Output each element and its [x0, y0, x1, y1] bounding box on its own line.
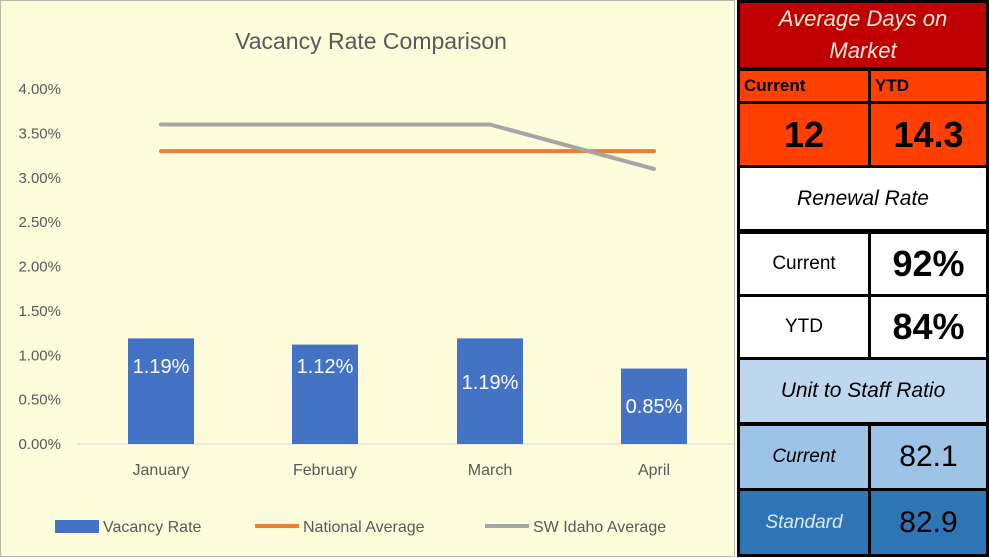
renewal-title: Renewal Rate	[740, 168, 986, 229]
staff-ratio-title: Unit to Staff Ratio	[740, 360, 986, 422]
legend-label: Vacancy Rate	[103, 519, 202, 536]
y-tick-label: 3.00%	[18, 170, 61, 187]
staff-current-label: Current	[740, 426, 868, 488]
legend-swatch	[55, 520, 99, 533]
vacancy-chart: Vacancy Rate Comparison 0.00% 0.50% 1.00% 1…	[18, 28, 736, 536]
y-tick-label: 4.00%	[18, 81, 61, 98]
bar-data-label: 1.19%	[133, 356, 190, 378]
vacancy-bar	[621, 368, 687, 444]
staff-standard-label: Standard	[740, 491, 868, 554]
staff-current-value: 82.1	[871, 426, 986, 488]
bar-data-label: 1.12%	[297, 356, 354, 378]
x-category-label: January	[133, 462, 190, 479]
kpi-panel: Average Days on Market Current YTD 12 14…	[737, 0, 989, 557]
y-tick-label: 2.00%	[18, 259, 61, 276]
staff-standard-value: 82.9	[871, 491, 986, 554]
days-on-market-title: Average Days on Market	[740, 3, 986, 67]
chart-area: Vacancy Rate Comparison 0.00% 0.50% 1.00% 1…	[0, 0, 736, 557]
vacancy-bar	[457, 338, 523, 444]
y-tick-label: 1.50%	[18, 303, 61, 320]
renewal-current-label: Current	[740, 234, 868, 294]
vacancy-bar	[128, 338, 194, 444]
renewal-current-value: 92%	[871, 234, 986, 294]
y-tick-label: 0.50%	[18, 392, 61, 409]
legend-label: SW Idaho Average	[533, 519, 666, 536]
sw-idaho-average-line	[159, 122, 656, 171]
y-tick-label: 3.50%	[18, 125, 61, 142]
legend-label: National Average	[303, 519, 425, 536]
days-ytd-value: 14.3	[871, 104, 986, 165]
chart-title: Vacancy Rate Comparison	[235, 28, 507, 54]
y-tick-label: 0.00%	[18, 436, 61, 453]
bar-data-label: 0.85%	[626, 396, 683, 418]
x-category-label: March	[468, 462, 512, 479]
x-category-label: April	[638, 462, 670, 479]
days-current-value: 12	[740, 104, 868, 165]
legend: Vacancy Rate National Average SW Idaho Ave…	[55, 519, 666, 536]
renewal-ytd-label: YTD	[740, 297, 868, 357]
y-tick-label: 2.50%	[18, 214, 61, 231]
days-current-label: Current	[740, 71, 868, 101]
vacancy-bar	[292, 344, 358, 444]
renewal-ytd-value: 84%	[871, 297, 986, 357]
x-category-label: February	[293, 462, 357, 479]
y-tick-label: 1.00%	[18, 347, 61, 364]
days-ytd-label: YTD	[871, 71, 986, 101]
bar-data-label: 1.19%	[462, 372, 519, 394]
